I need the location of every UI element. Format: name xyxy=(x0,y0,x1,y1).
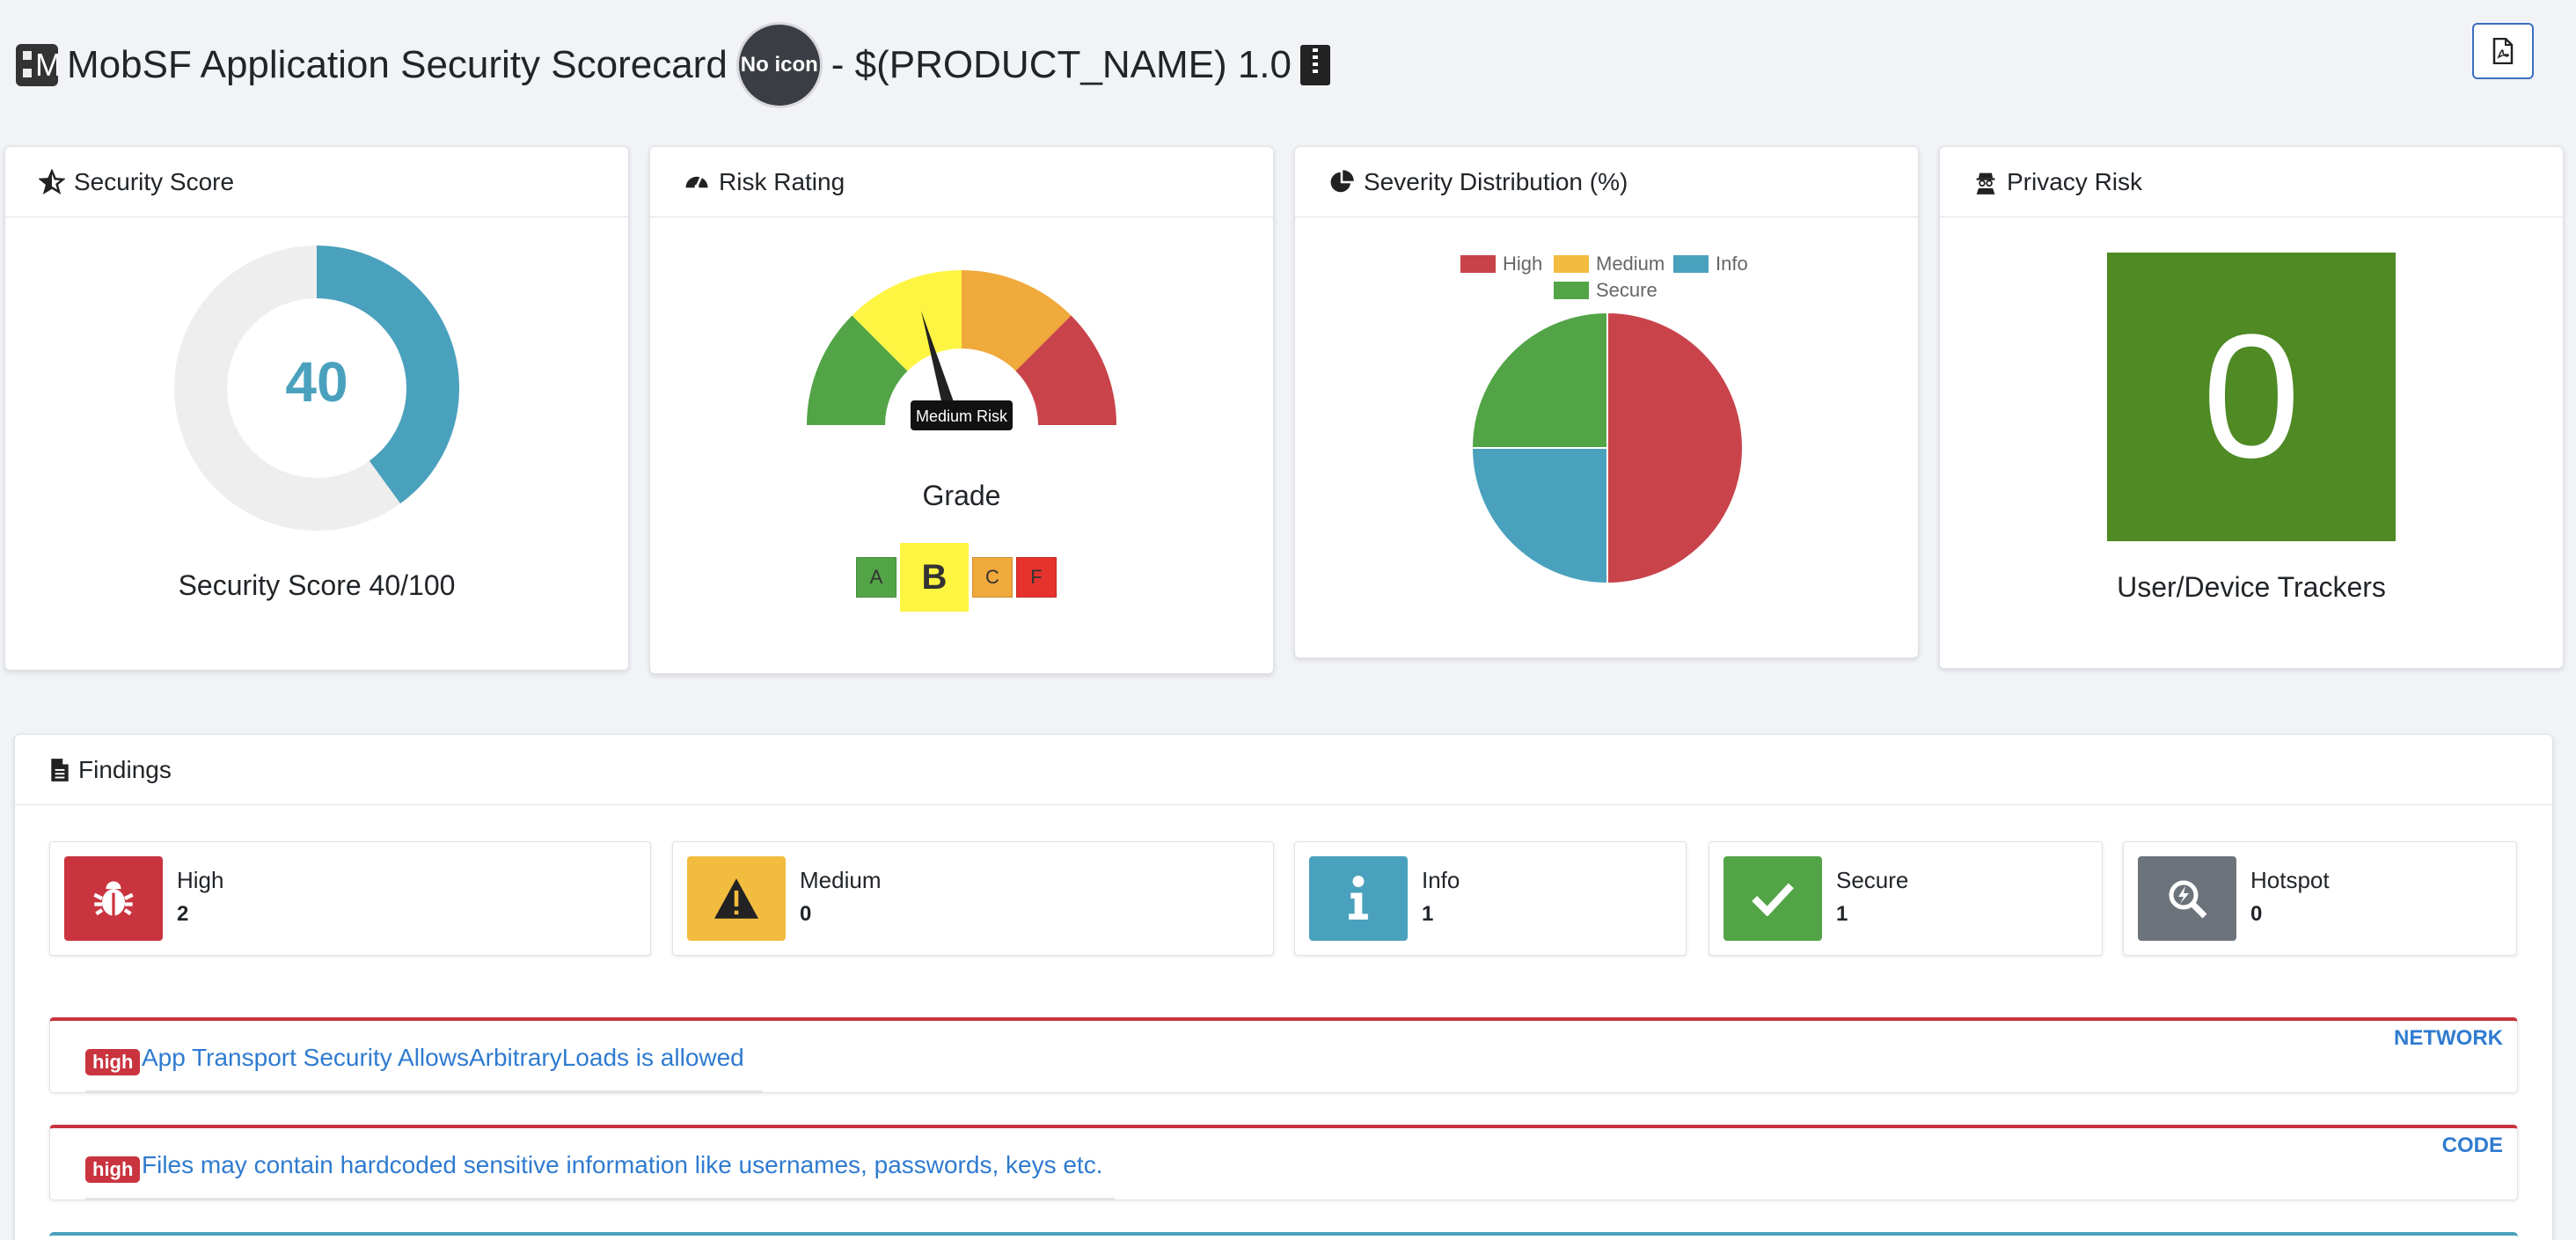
stat-high-value: 2 xyxy=(177,902,189,926)
pie-slice-high[interactable] xyxy=(1606,312,1744,585)
grade-b: B xyxy=(900,543,969,612)
file-text-icon xyxy=(51,758,69,781)
hotspot-icon xyxy=(2138,856,2236,941)
grade-label: Grade xyxy=(922,480,1001,511)
grade-a: A xyxy=(856,557,896,598)
check-icon xyxy=(1723,856,1822,941)
security-score-header: Security Score xyxy=(5,147,628,217)
stat-hotspot-label: Hotspot xyxy=(2250,867,2330,893)
gauge-label-box xyxy=(911,400,1013,430)
stat-secure-label: Secure xyxy=(1836,867,1909,893)
security-score-value: 40 xyxy=(285,350,348,414)
gauge-needle xyxy=(921,311,956,413)
risk-rating-card: Risk Rating Medium Risk Grade A B C F xyxy=(649,146,1274,674)
legend-item-high: High xyxy=(1460,253,1542,275)
privacy-risk-title: Privacy Risk xyxy=(2007,167,2143,195)
page-header: M MobSF Application Security Scorecard N… xyxy=(16,22,1330,108)
stat-secure[interactable]: Secure 1 xyxy=(1709,841,2103,956)
tracker-count-box: 0 xyxy=(2107,253,2396,541)
info-icon xyxy=(1309,856,1408,941)
gauge-segment-low xyxy=(807,315,908,425)
download-pdf-button[interactable] xyxy=(2472,23,2534,79)
pdf-icon xyxy=(2492,38,2514,64)
legend-item-secure: Secure xyxy=(1554,279,1658,302)
gauge-label: Medium Risk xyxy=(916,407,1008,425)
severity-badge: high xyxy=(85,1156,141,1183)
gauge-segment-elevated xyxy=(962,269,1072,371)
pie-chart-icon xyxy=(1330,169,1354,192)
app-icon-placeholder: No icon xyxy=(735,22,823,108)
finding-divider xyxy=(85,1090,763,1092)
stat-medium-label: Medium xyxy=(800,867,882,893)
stat-info-label: Info xyxy=(1422,867,1460,893)
privacy-risk-header: Privacy Risk xyxy=(1940,147,2563,217)
zip-file-icon xyxy=(1299,45,1330,85)
stat-medium-value: 0 xyxy=(800,902,812,926)
legend-item-info: Info xyxy=(1673,253,1748,275)
severity-badge: high xyxy=(85,1049,141,1075)
next-finding-edge xyxy=(49,1232,2518,1240)
bug-icon xyxy=(64,856,163,941)
stat-info-value: 1 xyxy=(1422,902,1434,926)
tracker-caption: User/Device Trackers xyxy=(2117,571,2386,603)
security-score-arc xyxy=(174,246,459,531)
grade-scale: A B C F xyxy=(856,543,1057,612)
star-icon xyxy=(39,168,65,194)
finding-title-link[interactable]: App Transport Security AllowsArbitraryLo… xyxy=(142,1044,744,1071)
pie-slice-secure[interactable] xyxy=(1470,312,1608,449)
warning-icon xyxy=(687,856,786,941)
gauge-segment-high xyxy=(1015,315,1116,425)
security-score-card: Security Score 40 Security Score 40/100 xyxy=(4,146,629,671)
stat-high[interactable]: High 2 xyxy=(49,841,651,956)
risk-rating-title: Risk Rating xyxy=(719,167,845,195)
finding-category: CODE xyxy=(2441,1134,2503,1157)
pie-legend: High Medium Info Secure xyxy=(1295,217,1920,305)
findings-header: Findings xyxy=(15,735,2552,805)
gauge-segment-medium xyxy=(852,269,962,371)
stat-medium[interactable]: Medium 0 xyxy=(672,841,1274,956)
grade-c: C xyxy=(972,557,1013,598)
severity-distribution-header: Severity Distribution (%) xyxy=(1295,147,1918,217)
severity-pie-chart xyxy=(1470,312,1744,585)
page-title: MobSF Application Security Scorecard xyxy=(67,43,728,86)
severity-distribution-title: Severity Distribution (%) xyxy=(1364,167,1628,195)
finding-row[interactable]: high App Transport Security AllowsArbitr… xyxy=(49,1017,2518,1093)
gauge-icon xyxy=(685,175,708,188)
security-score-title: Security Score xyxy=(74,167,235,195)
finding-row[interactable]: high Files may contain hardcoded sensiti… xyxy=(49,1125,2518,1200)
product-name: - $(PRODUCT_NAME) 1.0 xyxy=(831,43,1292,86)
stat-hotspot[interactable]: Hotspot 0 xyxy=(2123,841,2517,956)
user-secret-icon xyxy=(1976,172,1995,194)
finding-category: NETWORK xyxy=(2394,1026,2503,1050)
stat-hotspot-value: 0 xyxy=(2250,902,2263,926)
finding-title-link[interactable]: Files may contain hardcoded sensitive in… xyxy=(142,1151,1103,1178)
stat-info[interactable]: Info 1 xyxy=(1294,841,1687,956)
findings-title: Findings xyxy=(78,755,172,783)
risk-gauge: Medium Risk xyxy=(807,269,1116,430)
privacy-risk-card: Privacy Risk 0 User/Device Trackers xyxy=(1939,146,2564,669)
finding-divider xyxy=(85,1198,1115,1200)
security-score-donut xyxy=(174,246,459,531)
security-score-caption: Security Score 40/100 xyxy=(178,569,456,601)
risk-rating-header: Risk Rating xyxy=(650,147,1273,217)
pie-slice-info[interactable] xyxy=(1470,447,1608,585)
grade-f: F xyxy=(1016,557,1057,598)
mobsf-logo-icon: M xyxy=(16,44,58,86)
severity-distribution-card: Severity Distribution (%) High Medium In… xyxy=(1294,146,1919,658)
stat-secure-value: 1 xyxy=(1836,902,1848,926)
stat-high-label: High xyxy=(177,867,224,893)
legend-item-medium: Medium xyxy=(1554,253,1665,275)
